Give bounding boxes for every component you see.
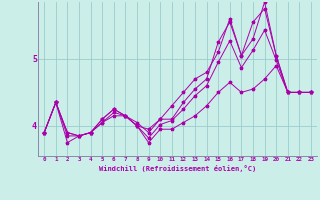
X-axis label: Windchill (Refroidissement éolien,°C): Windchill (Refroidissement éolien,°C) <box>99 165 256 172</box>
